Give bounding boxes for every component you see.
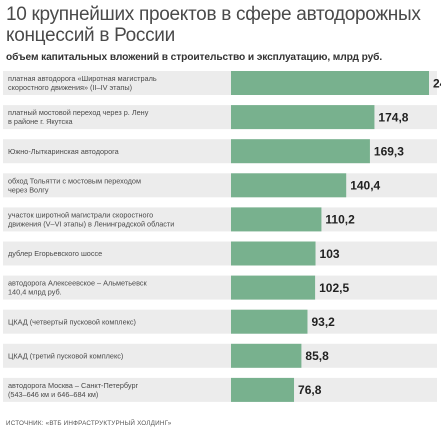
category-label: платная автодорога «Широтная магистраль <box>8 74 157 83</box>
category-label: ЦКАД (третий пусковой комплекс) <box>8 351 123 360</box>
category-label: дублер Егорьевского шоссе <box>8 249 102 258</box>
bar-row: ЦКАД (четвертый пусковой комплекс) 93,2 <box>3 309 437 334</box>
bar-row: автодорога Москва – Санкт-Петербург(543–… <box>3 377 437 402</box>
bar-row: автодорога Алексеевское – Альметьевск140… <box>3 275 437 300</box>
bar-row: дублер Егорьевского шоссе 103 <box>3 241 437 266</box>
category-label: 140,4 млрд руб. <box>8 288 62 297</box>
bar <box>231 105 375 130</box>
bar <box>231 139 370 164</box>
bar <box>231 71 429 95</box>
category-label: участок широтной магистрали скоростного <box>8 211 153 220</box>
bar-row: обход Тольятти с мостовым переходомчерез… <box>3 173 437 198</box>
category-label: скоростного движения» (II–IV этапы) <box>8 83 132 92</box>
row-background <box>3 207 437 232</box>
value-label: 103 <box>320 247 340 261</box>
row-background <box>3 173 437 198</box>
category-label: автодорога Алексеевское – Альметьевск <box>8 279 148 288</box>
bar-row: платная автодорога «Широтная магистральс… <box>3 71 441 95</box>
source-note: ИСТОЧНИК: «ВТБ ИНФРАСТРУКТУРНЫЙ ХОЛДИНГ» <box>6 420 172 427</box>
value-label: 93,2 <box>311 315 335 329</box>
row-background <box>3 275 437 300</box>
bar <box>231 241 316 266</box>
row-background <box>3 309 437 334</box>
value-label: 169,3 <box>374 145 404 159</box>
category-label: движения (V–VI этапы) в Ленинградской об… <box>8 220 174 229</box>
bar <box>231 377 295 402</box>
row-background <box>3 343 437 368</box>
category-label: ЦКАД (четвертый пусковой комплекс) <box>8 317 136 326</box>
value-label: 85,8 <box>305 349 329 363</box>
category-label: через Волгу <box>8 185 49 194</box>
category-label: платный мостовой переход через р. Лену <box>8 108 149 117</box>
value-label: 140,4 <box>350 179 380 193</box>
bar-row: платный мостовой переход через р. Ленув … <box>3 105 437 130</box>
bar-row: ЦКАД (третий пусковой комплекс) 85,8 <box>3 343 437 368</box>
row-background <box>3 377 437 402</box>
value-label: 102,5 <box>319 281 349 295</box>
value-label: 174,8 <box>378 110 408 124</box>
category-label: автодорога Москва – Санкт-Петербург <box>8 381 139 390</box>
bar <box>231 207 322 232</box>
bar <box>231 309 308 334</box>
bar <box>231 343 302 368</box>
bar-row: участок широтной магистрали скоростногод… <box>3 207 437 232</box>
value-label: 76,8 <box>298 383 322 397</box>
category-label: обход Тольятти с мостовым переходом <box>8 176 141 185</box>
chart-subtitle: объем капитальных вложений в строительст… <box>6 52 383 63</box>
row-background <box>3 241 437 266</box>
bar <box>231 173 347 198</box>
category-label: в районе г. Якутска <box>8 117 74 126</box>
chart-title: 10 крупнейших проектов в сфере автодорож… <box>6 4 421 46</box>
value-label: 110,2 <box>325 213 355 227</box>
bar <box>231 275 316 300</box>
category-label: (543–646 км и 646–684 км) <box>8 390 98 399</box>
value-label: 241,3 <box>433 76 441 90</box>
bar-row: Южно-Лыткаринская автодорога 169,3 <box>3 139 437 164</box>
category-label: Южно-Лыткаринская автодорога <box>8 147 120 156</box>
